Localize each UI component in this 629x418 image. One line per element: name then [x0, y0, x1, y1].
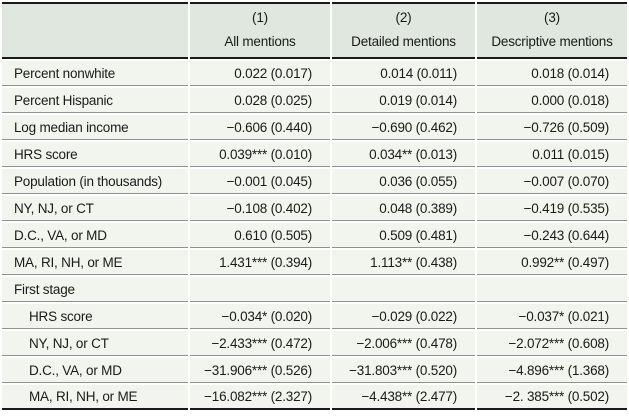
table-row: D.C., VA, or MD 0.610 (0.505) 0.509 (0.4…	[2, 223, 627, 248]
value-cell-1	[190, 277, 330, 302]
column-label-1: All mentions	[224, 34, 296, 49]
row-label: D.C., VA, or MD	[2, 358, 188, 383]
value-cell-2: 0.034** (0.013)	[332, 142, 475, 167]
table-row: MA, RI, NH, or ME −16.082*** (2.327) −4.…	[2, 385, 627, 410]
value-cell-3: 0.011 (0.015)	[477, 142, 627, 167]
table-body: Percent nonwhite 0.022 (0.017) 0.014 (0.…	[2, 61, 627, 410]
row-label: MA, RI, NH, or ME	[2, 385, 188, 410]
section-row: First stage	[2, 277, 627, 302]
value-cell-1: −0.108 (0.402)	[190, 196, 330, 221]
value-cell-2: 0.048 (0.389)	[332, 196, 475, 221]
value-cell-3: 0.992** (0.497)	[477, 250, 627, 275]
row-label: NY, NJ, or CT	[2, 196, 188, 221]
column-label-3: Descriptive mentions	[491, 34, 613, 49]
value-cell-1: −16.082*** (2.327)	[190, 385, 330, 410]
column-number-2: (2)	[395, 10, 412, 25]
column-header-3: (3) Descriptive mentions	[477, 2, 627, 59]
value-cell-2: −0.690 (0.462)	[332, 115, 475, 140]
column-number-3: (3)	[544, 10, 560, 25]
table-row: Log median income −0.606 (0.440) −0.690 …	[2, 115, 627, 140]
value-cell-3: −0.419 (0.535)	[477, 196, 627, 221]
table-row: HRS score −0.034* (0.020) −0.029 (0.022)…	[2, 304, 627, 329]
value-cell-3: −0.243 (0.644)	[477, 223, 627, 248]
value-cell-3: −0.007 (0.070)	[477, 169, 627, 194]
header-row: (1) All mentions (2) Detailed mentions (…	[2, 2, 627, 59]
value-cell-3: −0.037* (0.021)	[477, 304, 627, 329]
row-label: NY, NJ, or CT	[2, 331, 188, 356]
row-label: Percent Hispanic	[2, 88, 188, 113]
value-cell-3: −4.896*** (1.368)	[477, 358, 627, 383]
column-label-2: Detailed mentions	[351, 34, 456, 49]
value-cell-1: 0.039*** (0.010)	[190, 142, 330, 167]
value-cell-3: −2. 385*** (0.502)	[477, 385, 627, 410]
row-label: D.C., VA, or MD	[2, 223, 188, 248]
value-cell-1: −2.433*** (0.472)	[190, 331, 330, 356]
value-cell-3: −2.072*** (0.608)	[477, 331, 627, 356]
value-cell-1: 0.028 (0.025)	[190, 88, 330, 113]
table-row: Population (in thousands) −0.001 (0.045)…	[2, 169, 627, 194]
table-row: Percent Hispanic 0.028 (0.025) 0.019 (0.…	[2, 88, 627, 113]
value-cell-3	[477, 277, 627, 302]
table-row: D.C., VA, or MD −31.906*** (0.526) −31.8…	[2, 358, 627, 383]
table-row: MA, RI, NH, or ME 1.431*** (0.394) 1.113…	[2, 250, 627, 275]
value-cell-2: 0.019 (0.014)	[332, 88, 475, 113]
value-cell-3: 0.018 (0.014)	[477, 61, 627, 86]
row-label: HRS score	[2, 304, 188, 329]
value-cell-2: −2.006*** (0.478)	[332, 331, 475, 356]
row-label-column-header	[2, 2, 188, 59]
table-row: Percent nonwhite 0.022 (0.017) 0.014 (0.…	[2, 61, 627, 86]
value-cell-1: −31.906*** (0.526)	[190, 358, 330, 383]
value-cell-2: 0.036 (0.055)	[332, 169, 475, 194]
column-header-1: (1) All mentions	[190, 2, 330, 59]
table-row: HRS score 0.039*** (0.010) 0.034** (0.01…	[2, 142, 627, 167]
value-cell-1: 0.610 (0.505)	[190, 223, 330, 248]
value-cell-3: 0.000 (0.018)	[477, 88, 627, 113]
value-cell-2: 0.509 (0.481)	[332, 223, 475, 248]
value-cell-2: −31.803*** (0.520)	[332, 358, 475, 383]
table-row: NY, NJ, or CT −0.108 (0.402) 0.048 (0.38…	[2, 196, 627, 221]
value-cell-2: −0.029 (0.022)	[332, 304, 475, 329]
row-label: Log median income	[2, 115, 188, 140]
value-cell-1: 0.022 (0.017)	[190, 61, 330, 86]
value-cell-1: −0.034* (0.020)	[190, 304, 330, 329]
row-label: Percent nonwhite	[2, 61, 188, 86]
value-cell-3: −0.726 (0.509)	[477, 115, 627, 140]
row-label: MA, RI, NH, or ME	[2, 250, 188, 275]
row-label: HRS score	[2, 142, 188, 167]
value-cell-1: −0.001 (0.045)	[190, 169, 330, 194]
value-cell-1: 1.431*** (0.394)	[190, 250, 330, 275]
value-cell-2: 0.014 (0.011)	[332, 61, 475, 86]
row-label: Population (in thousands)	[2, 169, 188, 194]
column-number-1: (1)	[252, 10, 268, 25]
row-label: First stage	[2, 277, 188, 302]
value-cell-2: −4.438** (2.477)	[332, 385, 475, 410]
table-row: NY, NJ, or CT −2.433*** (0.472) −2.006**…	[2, 331, 627, 356]
value-cell-2	[332, 277, 475, 302]
value-cell-2: 1.113** (0.438)	[332, 250, 475, 275]
column-header-2: (2) Detailed mentions	[332, 2, 475, 59]
value-cell-1: −0.606 (0.440)	[190, 115, 330, 140]
